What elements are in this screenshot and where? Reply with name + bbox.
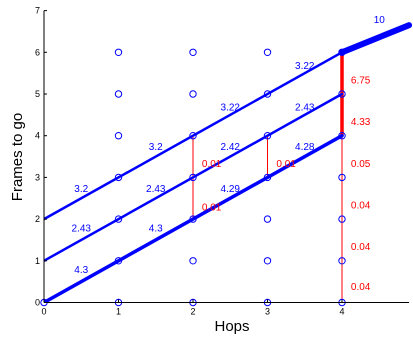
state-point [263, 173, 272, 182]
red-value-labels: 0.01 0.01 0.01 6.75 4.33 0.05 0.04 0.04 0.04 [202, 75, 371, 292]
state-point [114, 132, 123, 140]
red-value-label: 0.01 [202, 203, 222, 214]
blue-line [44, 133, 344, 303]
state-point [263, 257, 272, 265]
y-tick-label: 1 [35, 256, 40, 266]
y-tick-label: 5 [35, 89, 40, 99]
state-point [263, 132, 272, 140]
y-tick-labels: 0 1 2 3 4 5 6 7 [35, 6, 40, 308]
x-tick-labels: 0 1 2 3 4 [41, 307, 344, 317]
state-point [263, 90, 272, 98]
x-tick-label: 1 [116, 307, 121, 317]
red-value-label: 6.75 [351, 75, 371, 86]
blue-value-label: 3.2 [74, 184, 88, 195]
x-tick-label: 2 [190, 307, 195, 317]
red-value-label: 0.04 [351, 282, 371, 293]
red-value-label: 0.01 [276, 159, 296, 170]
blue-value-label: 4.3 [149, 223, 163, 234]
state-point [189, 132, 197, 140]
blue-value-label: 2.43 [146, 184, 166, 195]
state-point [338, 48, 346, 56]
state-point [338, 215, 346, 223]
state-point [338, 90, 346, 98]
state-point [114, 215, 123, 223]
state-point [189, 90, 197, 98]
blue-value-label: 4.3 [74, 265, 88, 276]
axes [43, 10, 410, 303]
blue-value-label: 3.22 [295, 61, 315, 72]
blue-line [44, 92, 344, 263]
x-tick-label: 4 [339, 307, 344, 317]
blue-value-label: 2.43 [295, 103, 315, 114]
state-point [263, 215, 272, 223]
red-value-label: 0.04 [351, 242, 371, 253]
blue-value-label: 4.28 [295, 142, 315, 153]
blue-value-label: 2.42 [221, 142, 241, 153]
y-tick-label: 7 [35, 6, 40, 16]
state-point [189, 173, 197, 182]
blue-line [44, 51, 344, 221]
state-point [338, 257, 346, 265]
red-value-label: 4.33 [351, 117, 371, 128]
x-tick-label: 3 [265, 307, 270, 317]
blue-line [339, 22, 413, 56]
blue-value-label: 2.43 [72, 223, 92, 234]
state-point [263, 48, 272, 56]
y-tick-label: 3 [35, 172, 40, 182]
y-tick-label: 4 [35, 131, 40, 141]
blue-value-label: 3.22 [221, 103, 241, 114]
x-tick-label: 0 [41, 307, 46, 317]
blue-value-label: 10 [374, 15, 386, 26]
y-tick-label: 6 [35, 47, 40, 57]
state-point [114, 257, 123, 265]
y-axis-title: Frames to go [9, 113, 26, 201]
blue-value-label: 4.29 [221, 184, 241, 195]
y-tick-label: 2 [35, 214, 40, 224]
y-tick-label: 0 [35, 298, 40, 308]
red-value-label: 0.05 [351, 159, 371, 170]
state-point [189, 257, 197, 265]
red-value-label: 0.04 [351, 201, 371, 212]
blue-value-label: 3.2 [149, 142, 163, 153]
state-point [189, 48, 197, 56]
state-point [189, 215, 197, 223]
blue-lines [44, 22, 413, 303]
state-point [114, 90, 123, 98]
red-value-label: 0.01 [202, 159, 222, 170]
state-point [114, 173, 123, 182]
state-point [114, 48, 123, 56]
state-point [338, 173, 346, 182]
state-point [338, 132, 346, 140]
x-axis-title: Hops [214, 318, 249, 335]
blue-value-labels: 4.3 2.43 3.2 4.3 2.43 3.2 4.29 2.42 3.22 4.28 2.43… [72, 15, 386, 276]
